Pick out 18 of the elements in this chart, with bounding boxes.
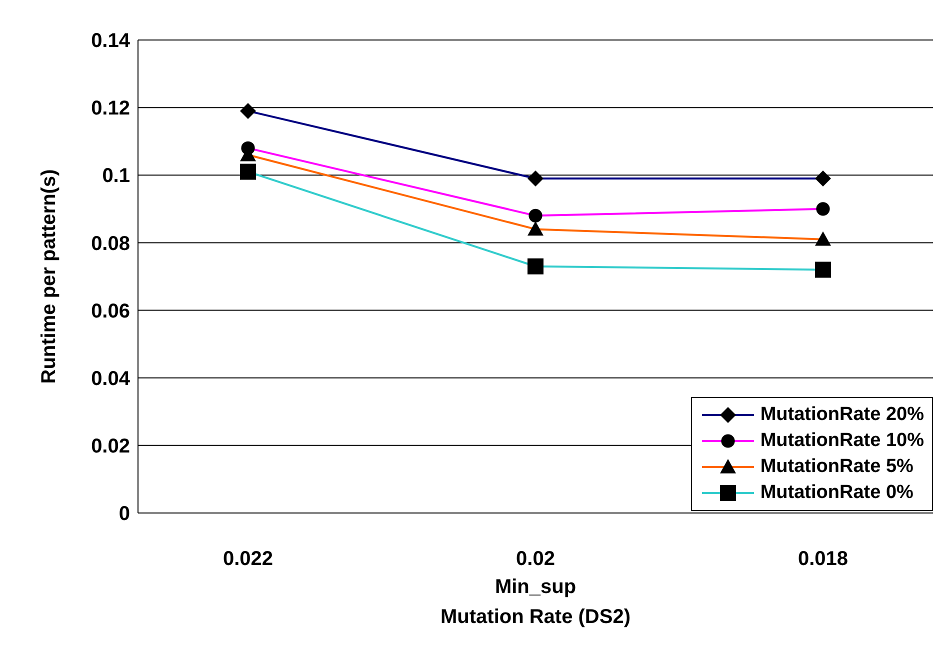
legend-label: MutationRate 0% xyxy=(760,482,914,504)
y-tick-label: 0.02 xyxy=(91,436,130,458)
legend-label: MutationRate 5% xyxy=(760,456,914,478)
x-tick-label: 0.018 xyxy=(798,548,848,570)
x-tick-label: 0.02 xyxy=(516,548,555,570)
y-tick-label: 0.08 xyxy=(91,232,130,255)
y-tick-label: 0 xyxy=(118,503,130,526)
legend-label: MutationRate 20% xyxy=(760,404,924,426)
x-tick-label: 0.022 xyxy=(222,548,274,570)
y-tick-label: 0.04 xyxy=(91,368,131,390)
text: Mutation Rate (DS2) xyxy=(440,606,630,628)
legend-label: MutationRate 10% xyxy=(760,430,924,452)
x-axis-title: Min_sup xyxy=(494,576,576,598)
y-tick-label: 0.14 xyxy=(91,30,131,52)
y-axis-title: Runtime per pattern(s) xyxy=(38,169,60,384)
y-tick-label: 0.06 xyxy=(91,300,130,322)
y-tick-label: 0.1 xyxy=(102,165,130,188)
y-tick-label: 0.12 xyxy=(91,98,130,120)
